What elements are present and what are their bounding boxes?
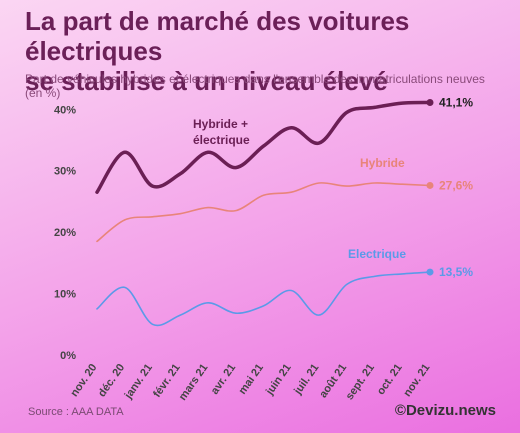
x-tick-label: sept. 21: [344, 362, 377, 402]
series-name-hybride-electrique-line1: Hybride +: [193, 117, 248, 131]
x-tick-label: avr. 21: [209, 362, 238, 397]
series-name-hybride: Hybride: [360, 156, 405, 170]
series-line-electrique: [96, 271, 431, 327]
series-endpoint-electrique: [426, 268, 434, 276]
y-axis: 0% 10% 20% 30% 40%: [54, 104, 76, 362]
chart-title: La part de marché des voitures électriqu…: [25, 6, 505, 96]
x-tick-label: nov. 21: [401, 362, 432, 399]
x-tick-label: juin 21: [263, 362, 293, 398]
x-tick-label: oct. 21: [375, 362, 405, 397]
series-endpoint-hybride: [426, 181, 434, 189]
series-line-hybride_electrique: [95, 100, 432, 194]
chart-title-line1: La part de marché des voitures électriqu…: [25, 6, 410, 66]
x-tick-label: nov. 20: [68, 362, 99, 399]
chart-title-line2: se stabilise à un niveau élevé: [25, 66, 388, 96]
y-tick-label: 0%: [60, 350, 76, 362]
brand-logo: ©Devizu.news: [394, 402, 496, 419]
chart-subtitle: Part de véhicules hybrides et électrique…: [25, 72, 485, 100]
x-tick-label: mai 21: [236, 362, 265, 397]
series-name-hybride-electrique-line2: électrique: [193, 133, 250, 147]
end-value-label-hybride: 27,6%: [439, 178, 473, 192]
y-tick-label: 10%: [54, 289, 76, 301]
y-tick-label: 20%: [54, 227, 76, 239]
series-endpoint-hybride_electrique: [426, 99, 434, 107]
x-tick-label: janv. 21: [122, 362, 155, 402]
x-tick-label: mars 21: [177, 362, 211, 403]
y-tick-label: 30%: [54, 166, 76, 178]
end-value-label-hybride_electrique: 41,1%: [439, 96, 473, 110]
end-value-label-electrique: 13,5%: [439, 265, 473, 279]
series-name-electrique: Electrique: [348, 247, 406, 261]
y-tick-label: 40%: [54, 104, 76, 116]
series-line-hybride: [96, 182, 431, 243]
series-lines: [95, 99, 434, 327]
series-labels: 41,1% 27,6% 13,5% Hybride + électrique Hybrid…: [193, 96, 473, 280]
source-note: Source : AAA DATA: [28, 406, 124, 418]
